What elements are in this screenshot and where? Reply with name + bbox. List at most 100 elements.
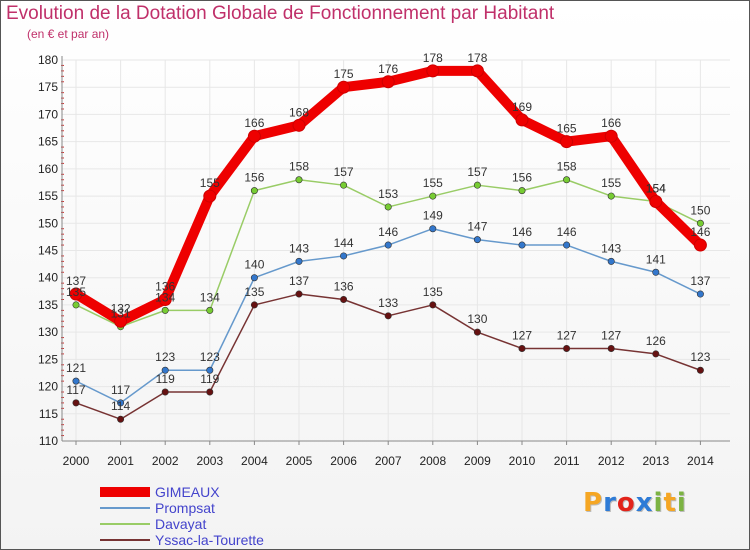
data-label: 146 — [512, 225, 532, 239]
x-tick-label: 2005 — [286, 454, 313, 468]
data-point — [72, 377, 80, 385]
data-label: 140 — [244, 258, 264, 272]
data-label: 114 — [111, 399, 130, 413]
data-point — [161, 366, 169, 374]
y-tick-label: 120 — [38, 380, 58, 394]
data-point — [250, 301, 258, 309]
data-label: 150 — [690, 203, 710, 217]
data-point — [250, 187, 258, 195]
y-tick-label: 110 — [39, 434, 58, 448]
data-point — [117, 399, 125, 407]
data-label: 141 — [646, 252, 666, 266]
data-point — [607, 257, 615, 265]
data-label: 158 — [289, 160, 309, 174]
data-label: 157 — [334, 165, 354, 179]
data-label: 146 — [378, 225, 398, 239]
data-label: 119 — [156, 372, 175, 386]
data-point — [206, 388, 214, 396]
data-label: 154 — [646, 182, 666, 196]
legend-label: GIMEAUX — [155, 484, 220, 500]
data-point — [114, 314, 128, 328]
data-point — [473, 328, 481, 336]
data-point — [518, 344, 526, 352]
data-point — [693, 238, 707, 252]
data-point — [292, 118, 306, 132]
data-point — [696, 219, 704, 227]
y-tick-label: 170 — [38, 107, 58, 121]
data-label: 123 — [200, 350, 220, 364]
data-point — [295, 290, 303, 298]
data-point — [158, 292, 172, 306]
data-point — [295, 257, 303, 265]
data-label: 127 — [601, 328, 621, 342]
data-point — [117, 415, 125, 423]
data-label: 147 — [467, 220, 487, 234]
y-tick-label: 175 — [38, 80, 58, 94]
data-point — [206, 306, 214, 314]
y-tick-label: 165 — [38, 135, 58, 149]
x-tick-label: 2000 — [63, 454, 90, 468]
data-label: 157 — [467, 165, 487, 179]
data-label: 156 — [244, 171, 264, 185]
x-tick-label: 2003 — [196, 454, 223, 468]
data-point — [203, 189, 217, 203]
data-label: 132 — [111, 301, 131, 315]
data-label: 134 — [200, 290, 220, 304]
data-label: 143 — [289, 241, 309, 255]
data-point — [696, 290, 704, 298]
data-label: 155 — [601, 176, 621, 190]
data-point — [652, 268, 660, 276]
data-label: 121 — [66, 361, 86, 375]
data-label: 168 — [289, 105, 309, 119]
data-label: 133 — [378, 296, 398, 310]
data-point — [384, 241, 392, 249]
data-label: 176 — [378, 62, 398, 76]
data-label: 156 — [512, 171, 532, 185]
data-label: 127 — [557, 328, 577, 342]
y-tick-label: 125 — [38, 352, 58, 366]
data-point — [607, 192, 615, 200]
data-point — [515, 113, 529, 127]
data-label: 117 — [66, 383, 85, 397]
data-label: 146 — [557, 225, 577, 239]
data-label: 131 — [111, 307, 131, 321]
x-tick-label: 2009 — [464, 454, 491, 468]
data-point — [247, 129, 261, 143]
data-point — [563, 241, 571, 249]
data-label: 178 — [423, 51, 443, 65]
data-label: 155 — [423, 176, 443, 190]
legend-label: Prompsat — [155, 500, 215, 516]
data-point — [250, 274, 258, 282]
chart-title: Evolution de la Dotation Globale de Fonc… — [6, 3, 555, 24]
y-tick-label: 135 — [38, 298, 58, 312]
y-tick-label: 180 — [38, 53, 58, 67]
legend-swatch — [100, 487, 150, 497]
data-point — [429, 225, 437, 233]
data-label: 123 — [690, 350, 710, 364]
data-point — [384, 203, 392, 211]
legend-swatch — [100, 539, 150, 541]
data-point — [649, 195, 663, 209]
proxiti-logo: Proxiti — [583, 488, 687, 518]
data-label: 143 — [601, 241, 621, 255]
data-point — [69, 287, 83, 301]
y-tick-label: 115 — [39, 407, 58, 421]
data-point — [563, 176, 571, 184]
data-label: 144 — [334, 236, 354, 250]
data-point — [429, 301, 437, 309]
x-tick-label: 2012 — [598, 454, 625, 468]
legend-label: Yssac-la-Tourette — [155, 532, 264, 548]
data-point — [473, 181, 481, 189]
data-label: 166 — [244, 116, 264, 130]
data-point — [563, 344, 571, 352]
data-label: 169 — [512, 100, 532, 114]
y-tick-label: 130 — [38, 325, 58, 339]
data-label: 135 — [244, 285, 264, 299]
data-point — [426, 64, 440, 78]
data-point — [604, 129, 618, 143]
x-tick-label: 2001 — [107, 454, 134, 468]
data-label: 175 — [334, 67, 354, 81]
data-label: 123 — [155, 350, 175, 364]
data-point — [206, 366, 214, 374]
